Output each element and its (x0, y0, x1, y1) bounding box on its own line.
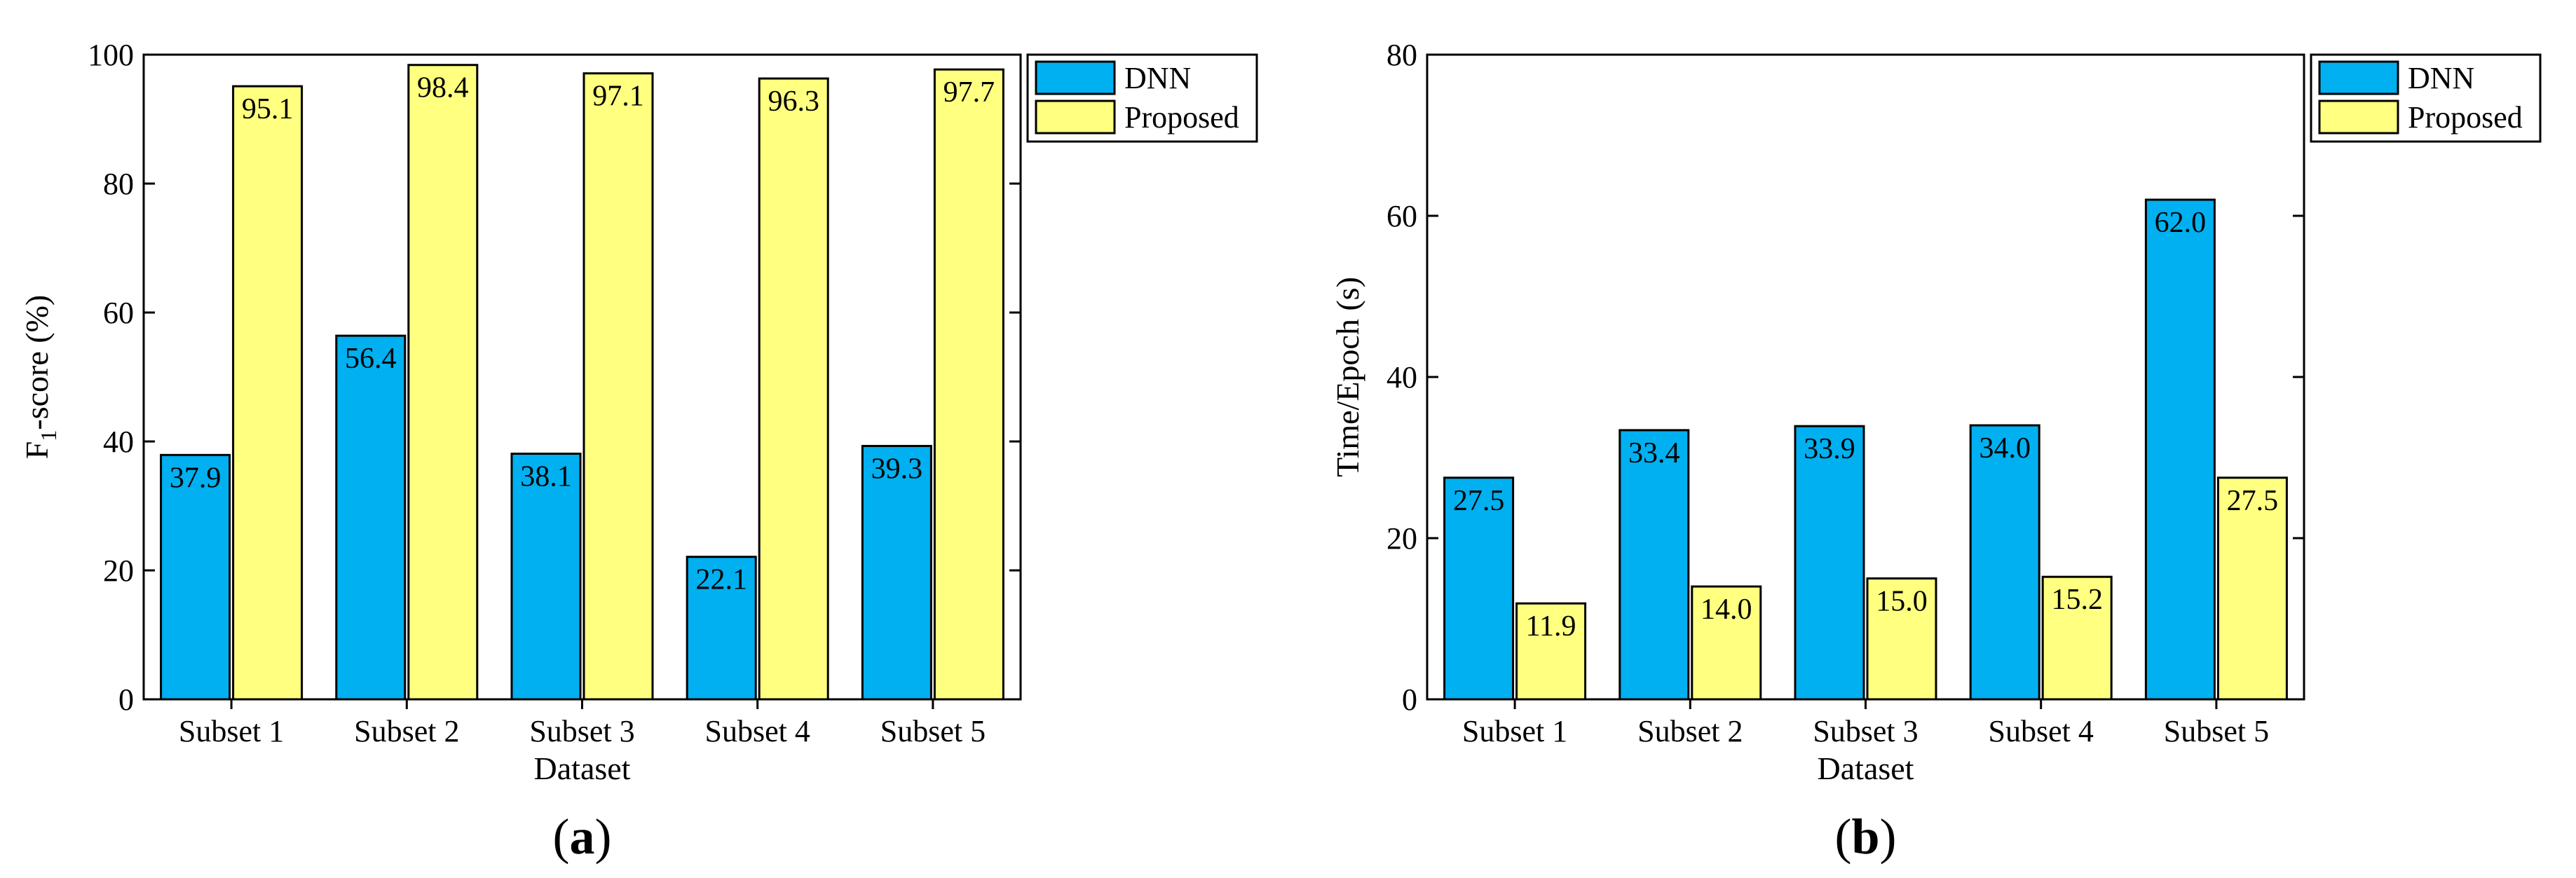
bar-dnn-4 (1969, 424, 2040, 701)
y-axis-title-rest: -score (%) (19, 295, 55, 430)
y-axis-title-main: Time/Epoch (s) (1330, 277, 1365, 477)
bar-dnn-2 (335, 334, 407, 701)
legend-swatch-proposed (1035, 100, 1116, 135)
data-label-proposed-3: 97.1 (592, 81, 644, 113)
x-axis-title: Dataset (534, 750, 631, 786)
bar-dnn-1 (160, 453, 231, 701)
x-tick-label: Subset 3 (529, 714, 634, 748)
x-tick-label: Subset 3 (1813, 714, 1918, 748)
data-label-dnn-4: 22.1 (695, 564, 747, 596)
bar-proposed-5 (2216, 476, 2288, 701)
bar-dnn-1 (1443, 476, 1515, 701)
y-tick-label: 100 (88, 38, 134, 72)
y-tick-label: 20 (1386, 521, 1417, 556)
data-label-proposed-4: 96.3 (768, 85, 819, 118)
panel-label-letter: b (1851, 809, 1879, 865)
bar-proposed-1 (232, 85, 304, 701)
x-axis-title: Dataset (1818, 750, 1914, 786)
bar-proposed-5 (933, 68, 1004, 701)
data-label-proposed-3: 15.0 (1876, 586, 1928, 618)
data-label-dnn-1: 37.9 (170, 462, 222, 494)
legend-label-proposed: Proposed (1124, 100, 1239, 135)
y-tick-label: 40 (103, 425, 134, 459)
y-axis-title-subscript: 1 (36, 430, 61, 441)
bar-dnn-5 (861, 444, 932, 701)
bar-proposed-4 (2041, 575, 2113, 701)
y-tick-label: 60 (1386, 199, 1417, 233)
y-tick-label: 80 (103, 167, 134, 201)
legend: DNN Proposed (2310, 53, 2542, 143)
x-tick-label: Subset 4 (1989, 714, 2094, 748)
bar-proposed-3 (1866, 577, 1937, 701)
y-tick-label: 0 (118, 682, 134, 717)
data-label-proposed-5: 27.5 (2227, 485, 2279, 517)
panel-label: (a) (553, 809, 612, 865)
x-tick-label: Subset 1 (1462, 714, 1567, 748)
panel-label: (b) (1834, 809, 1896, 865)
bar-dnn-2 (1618, 429, 1690, 701)
panel-label-close: ) (1880, 809, 1897, 865)
data-label-proposed-1: 95.1 (242, 93, 294, 125)
data-label-proposed-4: 15.2 (2051, 584, 2103, 616)
data-label-dnn-3: 38.1 (520, 460, 572, 493)
data-label-proposed-2: 14.0 (1701, 594, 1752, 626)
bar-dnn-5 (2144, 198, 2216, 701)
data-label-proposed-5: 97.7 (943, 76, 995, 109)
bar-proposed-2 (1691, 585, 1762, 701)
data-label-proposed-1: 11.9 (1526, 610, 1576, 643)
data-label-dnn-1: 27.5 (1453, 485, 1505, 517)
x-tick-label: Subset 1 (179, 714, 284, 748)
legend-swatch-dnn (1035, 60, 1116, 95)
bar-dnn-3 (1794, 425, 1865, 701)
data-label-proposed-2: 98.4 (417, 72, 469, 104)
y-tick-label: 40 (1386, 360, 1417, 395)
y-tick-label: 0 (1402, 682, 1417, 717)
y-tick-label: 20 (103, 554, 134, 588)
bar-proposed-3 (582, 72, 654, 701)
y-tick-label: 80 (1386, 38, 1417, 72)
x-tick-label: Subset 2 (354, 714, 459, 748)
panel-label-close: ) (595, 809, 612, 865)
panel-label-open: ( (1834, 809, 1851, 865)
bar-dnn-3 (510, 452, 582, 701)
panel-label-letter: a (570, 809, 595, 865)
data-label-dnn-5: 39.3 (871, 453, 923, 485)
legend-swatch-proposed (2318, 100, 2399, 135)
chart-panel-a: 37.9 56.4 38.1 22.1 39.3 95.1 98.4 97.1 96.3 97.7… (19, 38, 1258, 865)
data-label-dnn-2: 33.4 (1628, 437, 1680, 469)
legend-label-dnn: DNN (2408, 61, 2474, 95)
data-label-dnn-5: 62.0 (2155, 207, 2207, 239)
panel-label-open: ( (553, 809, 570, 865)
y-axis-title: Time/Epoch (s) (1330, 277, 1365, 477)
legend-label-dnn: DNN (1124, 61, 1191, 95)
legend-label-proposed: Proposed (2408, 100, 2523, 135)
bar-proposed-1 (1515, 602, 1587, 701)
legend: DNN Proposed (1026, 53, 1258, 143)
x-tick-label: Subset 4 (705, 714, 810, 748)
data-label-dnn-4: 34.0 (1979, 432, 2031, 465)
y-axis-title: F1-score (%) (19, 295, 61, 459)
x-tick-label: Subset 5 (2164, 714, 2269, 748)
data-label-dnn-2: 56.4 (345, 343, 397, 375)
data-label-dnn-3: 33.9 (1804, 433, 1855, 465)
chart-panel-b: 27.5 33.4 33.9 34.0 62.0 11.9 14.0 15.0 15.2 27.5… (1330, 38, 2542, 865)
y-tick-label: 60 (103, 296, 134, 330)
bar-proposed-2 (407, 64, 479, 701)
x-tick-label: Subset 2 (1637, 714, 1743, 748)
x-tick-label: Subset 5 (880, 714, 986, 748)
bar-proposed-4 (758, 77, 829, 701)
y-axis-title-main: F (19, 441, 55, 460)
legend-swatch-dnn (2318, 60, 2399, 95)
